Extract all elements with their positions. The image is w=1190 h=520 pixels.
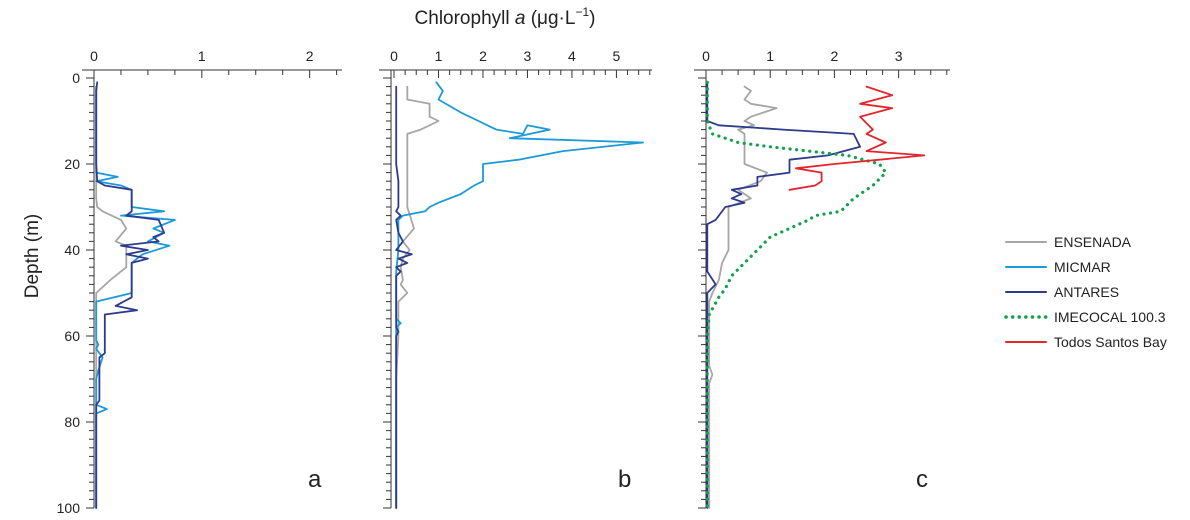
legend-entry: ANTARES <box>1005 284 1119 300</box>
y-tick-label: 60 <box>64 328 80 344</box>
legend-entry: Todos Santos Bay <box>1005 334 1167 350</box>
x-axis-title: Chlorophyll a (μg·L−1) <box>415 5 596 29</box>
x-tick-label: 0 <box>702 48 710 64</box>
legend-label: Todos Santos Bay <box>1054 334 1167 350</box>
series-line-micmar <box>95 85 176 509</box>
panel-b: 0 1 2 3 4 5 b <box>379 48 652 509</box>
x-title-unit: (μg·L <box>525 8 575 29</box>
x-tick-label: 0 <box>390 48 398 64</box>
x-title-close: ) <box>589 8 595 29</box>
legend-label: IMECOCAL 100.3 <box>1054 309 1166 325</box>
series-line-ensenada <box>395 85 440 509</box>
panel-c: 0 1 2 3 c <box>694 48 950 510</box>
x-tick-label: 2 <box>831 48 839 64</box>
x-tick-label: 5 <box>613 48 621 64</box>
series-line-imecocal-100-3 <box>705 80 888 510</box>
legend-entry: ENSENADA <box>1005 234 1132 250</box>
y-tick-label: 20 <box>64 156 80 172</box>
panel-label: a <box>308 466 322 493</box>
y-tick-label: 100 <box>57 500 81 516</box>
x-title-main: Chlorophyll <box>415 8 515 29</box>
series-line-micmar <box>395 81 644 509</box>
series-line-antares <box>395 85 413 509</box>
legend-entry: MICMAR <box>1005 259 1111 275</box>
legend-label: ENSENADA <box>1054 234 1132 250</box>
x-tick-label: 4 <box>568 48 576 64</box>
x-tick-label: 1 <box>198 48 206 64</box>
series-line-antares <box>95 81 166 509</box>
y-tick-label: 0 <box>72 70 80 86</box>
x-tick-label: 3 <box>524 48 532 64</box>
x-tick-label: 3 <box>895 48 903 64</box>
x-tick-label: 2 <box>479 48 487 64</box>
series-line-todos-santos-bay <box>788 85 926 191</box>
x-title-exponent: −1 <box>575 5 589 19</box>
legend: ENSENADA MICMAR ANTARES IMECOCAL 100.3 Todos… <box>1004 234 1167 350</box>
panel-label: b <box>618 466 631 493</box>
legend-entry: IMECOCAL 100.3 <box>1004 309 1166 325</box>
x-tick-label: 1 <box>435 48 443 64</box>
legend-label: MICMAR <box>1054 259 1111 275</box>
series-line-antares <box>706 81 861 509</box>
x-title-italic: a <box>515 8 526 29</box>
panel-label: c <box>916 466 928 493</box>
x-tick-label: 2 <box>306 48 314 64</box>
y-axis-title: Depth (m) <box>22 214 43 298</box>
y-tick-label: 80 <box>64 414 80 430</box>
legend-label: ANTARES <box>1054 284 1119 300</box>
x-tick-label: 0 <box>90 48 98 64</box>
y-tick-label: 40 <box>64 242 80 258</box>
x-tick-label: 1 <box>766 48 774 64</box>
